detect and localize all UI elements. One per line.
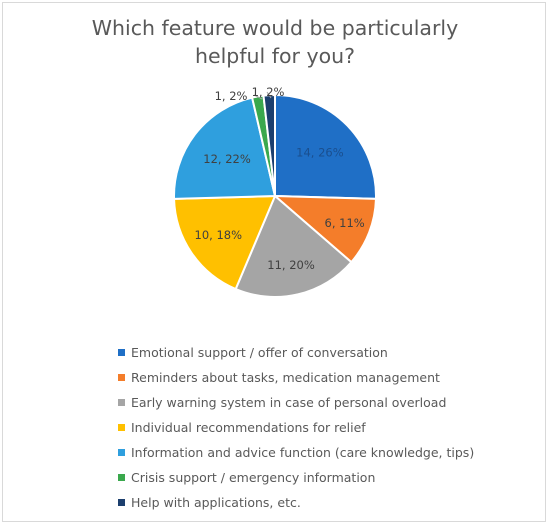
legend-item: Crisis support / emergency information (118, 465, 474, 490)
data-label: 12, 22% (203, 152, 251, 166)
data-label: 14, 26% (296, 145, 344, 159)
legend-item: Information and advice function (care kn… (118, 440, 474, 465)
pie-slice (173, 96, 277, 200)
legend-swatch (118, 374, 125, 381)
legend-item: Early warning system in case of personal… (118, 390, 474, 415)
legend-label: Individual recommendations for relief (131, 419, 366, 435)
legend-swatch (118, 474, 125, 481)
legend-label: Information and advice function (care kn… (131, 444, 475, 460)
data-label: 1, 2% (215, 89, 248, 103)
chart-legend: Emotional support / offer of conversatio… (118, 340, 474, 515)
legend-item: Reminders about tasks, medication manage… (118, 365, 474, 390)
legend-label: Reminders about tasks, medication manage… (131, 369, 440, 385)
legend-swatch (118, 399, 125, 406)
pie-slice (272, 194, 377, 264)
data-label: 10, 18% (195, 228, 243, 242)
legend-label: Crisis support / emergency information (131, 469, 376, 485)
legend-item: Individual recommendations for relief (118, 415, 474, 440)
pie-slice (173, 194, 277, 291)
data-label: 11, 20% (267, 258, 315, 272)
legend-swatch (118, 449, 125, 456)
data-label: 6, 11% (325, 216, 365, 230)
legend-label: Help with applications, etc. (131, 494, 301, 510)
legend-swatch (118, 424, 125, 431)
legend-swatch (118, 499, 125, 506)
legend-label: Emotional support / offer of conversatio… (131, 344, 388, 360)
leader-line (253, 94, 263, 100)
data-label: 1, 2% (252, 85, 285, 99)
legend-label: Early warning system in case of personal… (131, 394, 447, 410)
legend-item: Emotional support / offer of conversatio… (118, 340, 474, 365)
pie-slice (274, 93, 377, 200)
chart-title: Which feature would be particularly help… (91, 16, 459, 68)
legend-swatch (118, 349, 125, 356)
leader-line (266, 91, 272, 99)
legend-item: Help with applications, etc. (118, 490, 474, 515)
